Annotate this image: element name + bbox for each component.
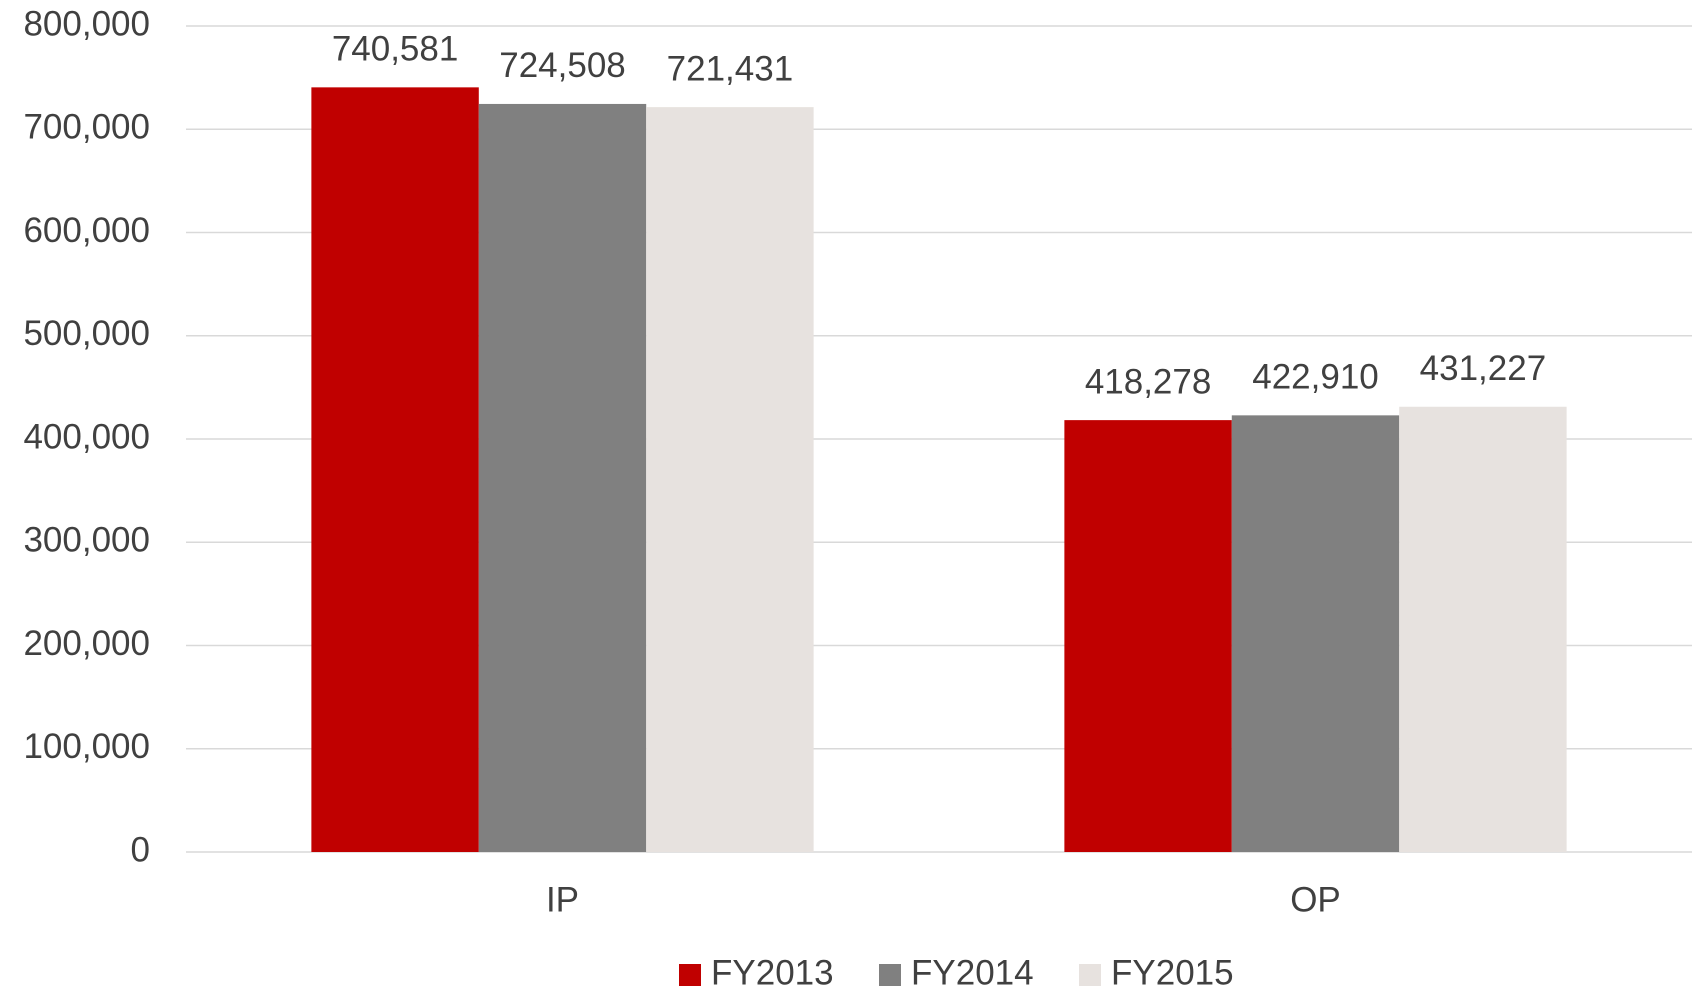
- data-label: 418,278: [1085, 362, 1212, 401]
- legend-label: FY2014: [911, 953, 1034, 992]
- data-label: 721,431: [667, 49, 794, 88]
- y-tick-label: 700,000: [23, 108, 150, 147]
- bar: [646, 107, 814, 852]
- data-label: 431,227: [1420, 349, 1547, 388]
- bar: [1064, 420, 1232, 852]
- y-tick-label: 800,000: [23, 4, 150, 43]
- y-tick-label: 400,000: [23, 417, 150, 456]
- y-tick-label: 100,000: [23, 727, 150, 766]
- legend-swatch: [879, 964, 901, 986]
- bar: [1231, 415, 1400, 852]
- legend-label: FY2015: [1111, 953, 1234, 992]
- data-label: 422,910: [1252, 358, 1379, 397]
- x-tick-label: IP: [546, 880, 579, 919]
- y-tick-label: 500,000: [23, 314, 150, 353]
- y-tick-label: 600,000: [23, 211, 150, 250]
- bar: [311, 87, 479, 853]
- legend-swatch: [679, 964, 701, 986]
- data-label: 724,508: [499, 46, 626, 85]
- data-label: 740,581: [332, 30, 459, 69]
- y-tick-label: 200,000: [23, 624, 150, 663]
- bar: [1399, 406, 1567, 852]
- bar: [478, 103, 647, 852]
- y-tick-label: 0: [131, 830, 150, 869]
- x-tick-label: OP: [1290, 880, 1341, 919]
- y-tick-label: 300,000: [23, 521, 150, 560]
- legend-swatch: [1079, 964, 1101, 986]
- legend-label: FY2013: [711, 953, 834, 992]
